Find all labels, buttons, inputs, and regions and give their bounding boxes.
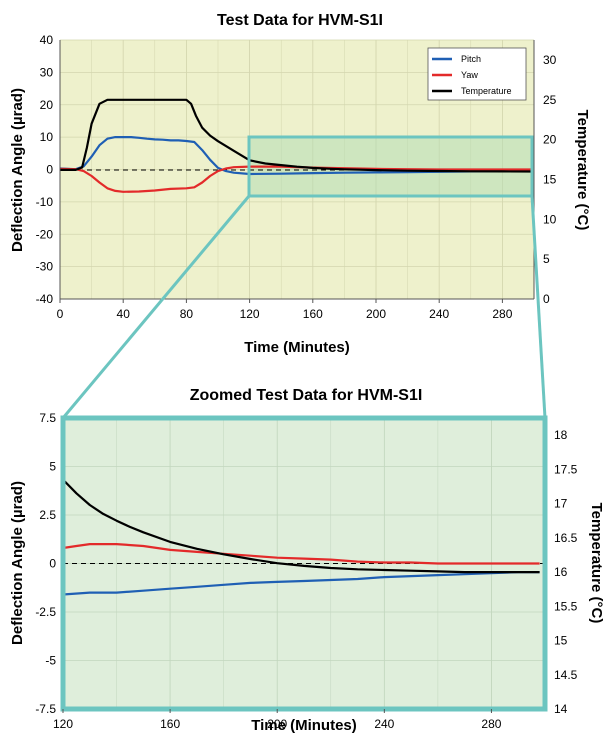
y2-tick-label: 16.5 bbox=[554, 531, 578, 545]
y-tick-label: 0 bbox=[46, 163, 53, 177]
y-tick-label: 20 bbox=[40, 98, 54, 112]
x-tick-label: 160 bbox=[160, 717, 180, 731]
y-tick-label: 2.5 bbox=[39, 508, 56, 522]
y-tick-label: 7.5 bbox=[39, 411, 56, 425]
main-x-axis-label: Time (Minutes) bbox=[244, 339, 350, 356]
y2-tick-label: 16 bbox=[554, 565, 568, 579]
zoomed-y-axis-label: Deflection Angle (µrad) bbox=[9, 481, 26, 645]
y2-tick-label: 0 bbox=[543, 292, 550, 306]
x-tick-label: 120 bbox=[240, 307, 260, 321]
y2-tick-label: 30 bbox=[543, 53, 557, 67]
x-tick-label: 80 bbox=[180, 307, 194, 321]
legend-label-temperature: Temperature bbox=[461, 86, 512, 96]
zoomed-x-axis-label: Time (Minutes) bbox=[251, 717, 357, 734]
x-tick-label: 160 bbox=[303, 307, 323, 321]
y2-tick-label: 20 bbox=[543, 133, 557, 147]
y-tick-label: -40 bbox=[36, 292, 54, 306]
x-tick-label: 120 bbox=[53, 717, 73, 731]
y-tick-label: 40 bbox=[40, 33, 54, 47]
y2-tick-label: 25 bbox=[543, 93, 557, 107]
x-tick-label: 240 bbox=[429, 307, 449, 321]
y2-tick-label: 15 bbox=[554, 634, 568, 648]
y2-tick-label: 18 bbox=[554, 428, 568, 442]
y2-tick-label: 5 bbox=[543, 252, 550, 266]
y2-tick-label: 15 bbox=[543, 172, 557, 186]
y2-tick-label: 10 bbox=[543, 212, 557, 226]
y2-tick-label: 14.5 bbox=[554, 668, 578, 682]
y-tick-label: 5 bbox=[49, 460, 56, 474]
y-tick-label: 10 bbox=[40, 130, 54, 144]
x-tick-label: 240 bbox=[374, 717, 394, 731]
main-chart-title: Test Data for HVM-S1I bbox=[217, 12, 383, 29]
y-tick-label: 30 bbox=[40, 65, 54, 79]
zoomed-y2-axis-label: Temperature (°C) bbox=[588, 503, 605, 624]
y-tick-label: -20 bbox=[36, 227, 54, 241]
main-y-axis-label: Deflection Angle (µrad) bbox=[9, 88, 26, 252]
y-tick-label: 0 bbox=[49, 557, 56, 571]
zoomed-chart: Zoomed Test Data for HVM-S1I 120 160 200 24… bbox=[9, 387, 605, 734]
legend-label-yaw: Yaw bbox=[461, 70, 478, 80]
x-tick-label: 40 bbox=[117, 307, 131, 321]
x-tick-label: 0 bbox=[57, 307, 64, 321]
main-chart: Test Data for HVM-S1I 0 40 80 120 160 200 240 2… bbox=[9, 12, 591, 356]
y-tick-label: -7.5 bbox=[35, 702, 56, 716]
legend-label-pitch: Pitch bbox=[461, 54, 481, 64]
y2-tick-label: 17 bbox=[554, 497, 568, 511]
x-tick-label: 280 bbox=[481, 717, 501, 731]
zoomed-chart-title: Zoomed Test Data for HVM-S1I bbox=[190, 387, 423, 404]
y-tick-label: -10 bbox=[36, 195, 54, 209]
y-tick-label: -5 bbox=[45, 654, 56, 668]
y-tick-label: -30 bbox=[36, 260, 54, 274]
legend: Pitch Yaw Temperature bbox=[428, 48, 526, 100]
x-tick-label: 200 bbox=[366, 307, 386, 321]
x-tick-label: 280 bbox=[492, 307, 512, 321]
y2-tick-label: 15.5 bbox=[554, 599, 578, 613]
y2-tick-label: 14 bbox=[554, 702, 568, 716]
zoom-connector-right bbox=[532, 196, 545, 418]
main-y2-axis-label: Temperature (°C) bbox=[574, 110, 591, 231]
y-tick-label: -2.5 bbox=[35, 605, 56, 619]
y2-tick-label: 17.5 bbox=[554, 462, 578, 476]
